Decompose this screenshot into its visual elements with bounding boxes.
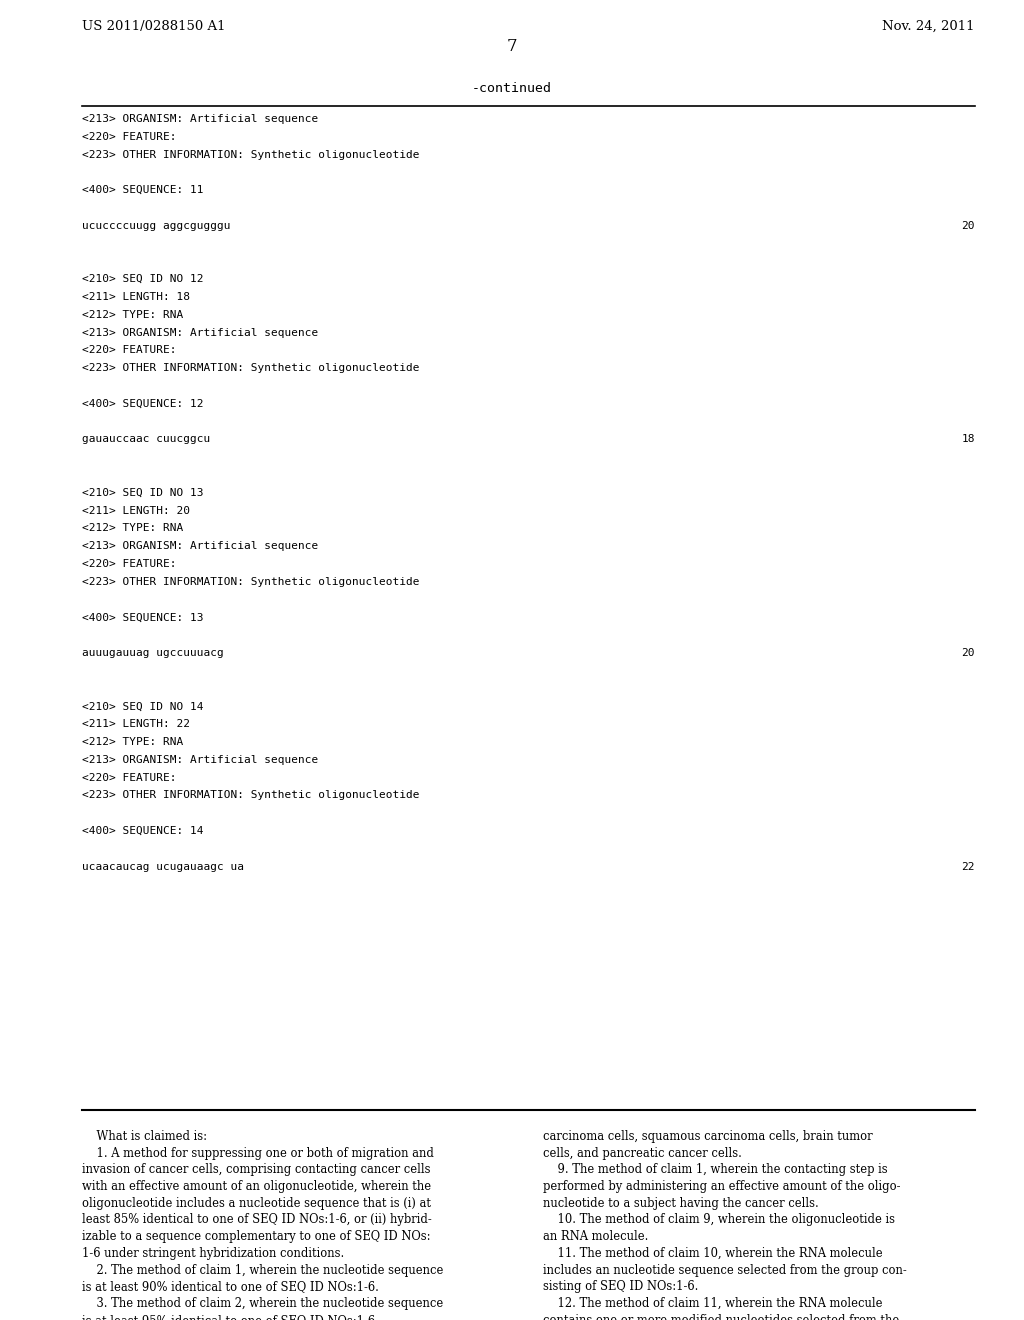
Text: includes an nucleotide sequence selected from the group con-: includes an nucleotide sequence selected… bbox=[543, 1263, 906, 1276]
Text: ucuccccuugg aggcgugggu: ucuccccuugg aggcgugggu bbox=[82, 220, 230, 231]
Text: US 2011/0288150 A1: US 2011/0288150 A1 bbox=[82, 20, 225, 33]
Text: least 85% identical to one of SEQ ID NOs:1-6, or (ii) hybrid-: least 85% identical to one of SEQ ID NOs… bbox=[82, 1213, 432, 1226]
Text: <223> OTHER INFORMATION: Synthetic oligonucleotide: <223> OTHER INFORMATION: Synthetic oligo… bbox=[82, 791, 420, 800]
Text: <213> ORGANISM: Artificial sequence: <213> ORGANISM: Artificial sequence bbox=[82, 327, 318, 338]
Text: nucleotide to a subject having the cancer cells.: nucleotide to a subject having the cance… bbox=[543, 1197, 818, 1210]
Text: <212> TYPE: RNA: <212> TYPE: RNA bbox=[82, 310, 183, 319]
Text: <213> ORGANISM: Artificial sequence: <213> ORGANISM: Artificial sequence bbox=[82, 114, 318, 124]
Text: oligonucleotide includes a nucleotide sequence that is (i) at: oligonucleotide includes a nucleotide se… bbox=[82, 1197, 431, 1210]
Text: <212> TYPE: RNA: <212> TYPE: RNA bbox=[82, 524, 183, 533]
Text: 10. The method of claim 9, wherein the oligonucleotide is: 10. The method of claim 9, wherein the o… bbox=[543, 1213, 895, 1226]
Text: <220> FEATURE:: <220> FEATURE: bbox=[82, 772, 176, 783]
Text: 22: 22 bbox=[962, 862, 975, 871]
Text: <223> OTHER INFORMATION: Synthetic oligonucleotide: <223> OTHER INFORMATION: Synthetic oligo… bbox=[82, 149, 420, 160]
Text: sisting of SEQ ID NOs:1-6.: sisting of SEQ ID NOs:1-6. bbox=[543, 1280, 698, 1294]
Text: <210> SEQ ID NO 14: <210> SEQ ID NO 14 bbox=[82, 701, 204, 711]
Text: 12. The method of claim 11, wherein the RNA molecule: 12. The method of claim 11, wherein the … bbox=[543, 1298, 882, 1309]
Text: <211> LENGTH: 22: <211> LENGTH: 22 bbox=[82, 719, 190, 729]
Text: <400> SEQUENCE: 12: <400> SEQUENCE: 12 bbox=[82, 399, 204, 409]
Text: an RNA molecule.: an RNA molecule. bbox=[543, 1230, 648, 1243]
Text: 11. The method of claim 10, wherein the RNA molecule: 11. The method of claim 10, wherein the … bbox=[543, 1247, 882, 1259]
Text: What is claimed is:: What is claimed is: bbox=[82, 1130, 207, 1143]
Text: is at least 90% identical to one of SEQ ID NOs:1-6.: is at least 90% identical to one of SEQ … bbox=[82, 1280, 379, 1294]
Text: <223> OTHER INFORMATION: Synthetic oligonucleotide: <223> OTHER INFORMATION: Synthetic oligo… bbox=[82, 577, 420, 587]
Text: <212> TYPE: RNA: <212> TYPE: RNA bbox=[82, 737, 183, 747]
Text: <400> SEQUENCE: 14: <400> SEQUENCE: 14 bbox=[82, 826, 204, 836]
Text: performed by administering an effective amount of the oligo-: performed by administering an effective … bbox=[543, 1180, 900, 1193]
Text: <220> FEATURE:: <220> FEATURE: bbox=[82, 346, 176, 355]
Text: invasion of cancer cells, comprising contacting cancer cells: invasion of cancer cells, comprising con… bbox=[82, 1163, 430, 1176]
Text: <223> OTHER INFORMATION: Synthetic oligonucleotide: <223> OTHER INFORMATION: Synthetic oligo… bbox=[82, 363, 420, 374]
Text: ucaacaucag ucugauaagc ua: ucaacaucag ucugauaagc ua bbox=[82, 862, 244, 871]
Text: 18: 18 bbox=[962, 434, 975, 445]
Text: <211> LENGTH: 20: <211> LENGTH: 20 bbox=[82, 506, 190, 516]
Text: 9. The method of claim 1, wherein the contacting step is: 9. The method of claim 1, wherein the co… bbox=[543, 1163, 887, 1176]
Text: 3. The method of claim 2, wherein the nucleotide sequence: 3. The method of claim 2, wherein the nu… bbox=[82, 1298, 443, 1309]
Text: <400> SEQUENCE: 11: <400> SEQUENCE: 11 bbox=[82, 185, 204, 195]
Text: contains one or more modified nucleotides selected from the: contains one or more modified nucleotide… bbox=[543, 1313, 899, 1320]
Text: <210> SEQ ID NO 12: <210> SEQ ID NO 12 bbox=[82, 275, 204, 284]
Text: <213> ORGANISM: Artificial sequence: <213> ORGANISM: Artificial sequence bbox=[82, 755, 318, 764]
Text: 20: 20 bbox=[962, 648, 975, 657]
Text: <211> LENGTH: 18: <211> LENGTH: 18 bbox=[82, 292, 190, 302]
Text: auuugauuag ugccuuuacg: auuugauuag ugccuuuacg bbox=[82, 648, 224, 657]
Text: 1. A method for suppressing one or both of migration and: 1. A method for suppressing one or both … bbox=[82, 1147, 434, 1160]
Text: Nov. 24, 2011: Nov. 24, 2011 bbox=[883, 20, 975, 33]
Text: gauauccaac cuucggcu: gauauccaac cuucggcu bbox=[82, 434, 210, 445]
Text: -continued: -continued bbox=[472, 82, 552, 95]
Text: carcinoma cells, squamous carcinoma cells, brain tumor: carcinoma cells, squamous carcinoma cell… bbox=[543, 1130, 872, 1143]
Text: izable to a sequence complementary to one of SEQ ID NOs:: izable to a sequence complementary to on… bbox=[82, 1230, 430, 1243]
Text: with an effective amount of an oligonucleotide, wherein the: with an effective amount of an oligonucl… bbox=[82, 1180, 431, 1193]
Text: 7: 7 bbox=[507, 38, 517, 55]
Text: <213> ORGANISM: Artificial sequence: <213> ORGANISM: Artificial sequence bbox=[82, 541, 318, 552]
Text: <210> SEQ ID NO 13: <210> SEQ ID NO 13 bbox=[82, 488, 204, 498]
Text: 20: 20 bbox=[962, 220, 975, 231]
Text: <400> SEQUENCE: 13: <400> SEQUENCE: 13 bbox=[82, 612, 204, 623]
Text: <220> FEATURE:: <220> FEATURE: bbox=[82, 132, 176, 141]
Text: is at least 95% identical to one of SEQ ID NOs:1-6.: is at least 95% identical to one of SEQ … bbox=[82, 1313, 379, 1320]
Text: 1-6 under stringent hybridization conditions.: 1-6 under stringent hybridization condit… bbox=[82, 1247, 344, 1259]
Text: cells, and pancreatic cancer cells.: cells, and pancreatic cancer cells. bbox=[543, 1147, 741, 1160]
Text: 2. The method of claim 1, wherein the nucleotide sequence: 2. The method of claim 1, wherein the nu… bbox=[82, 1263, 443, 1276]
Text: <220> FEATURE:: <220> FEATURE: bbox=[82, 558, 176, 569]
